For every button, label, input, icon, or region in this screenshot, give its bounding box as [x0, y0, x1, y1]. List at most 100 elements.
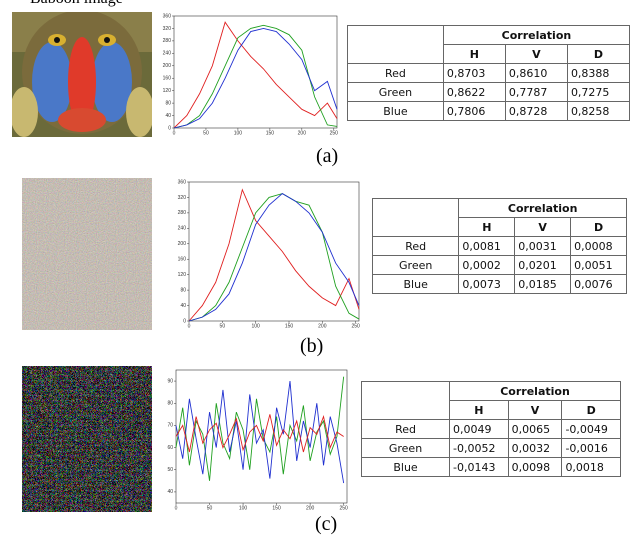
y-tick-label: 80	[180, 287, 186, 293]
table-row: Green 0,0002 0,0201 0,0051	[371, 255, 627, 275]
table-row: Green 0,8622 0,7787 0,7275	[347, 82, 631, 102]
table-cell: 0,0065	[507, 419, 563, 439]
y-tick-label: 70	[167, 423, 173, 429]
table-cell: 0,8610	[504, 63, 568, 83]
table-cell: 0,0081	[458, 236, 516, 256]
correlation-table: Correlation H V D Red 0,8703 0,8610 0,8388 Green…	[347, 25, 631, 121]
y-tick-label: 40	[167, 489, 173, 495]
table-row: Blue -0,0143 0,0098 0,0018	[360, 457, 621, 477]
table-cell: 0,0002	[458, 255, 516, 275]
table-cell: 0,7275	[566, 82, 631, 102]
x-tick-label: 250	[339, 505, 348, 511]
table-cell: 0,0031	[514, 236, 572, 256]
table-cell: 0,8622	[442, 82, 506, 102]
x-tick-label: 100	[251, 323, 260, 329]
row-label: Red	[371, 236, 460, 256]
y-tick-label: 40	[165, 113, 171, 119]
y-tick-label: 50	[167, 467, 173, 473]
table-cell: 0,0008	[570, 236, 627, 256]
x-tick-label: 250	[330, 130, 339, 136]
y-tick-label: 240	[178, 226, 187, 232]
x-tick-label: 50	[220, 323, 226, 329]
x-tick-label: 0	[175, 505, 178, 511]
y-tick-label: 360	[163, 13, 172, 19]
noise-image	[22, 366, 152, 512]
y-tick-label: 200	[178, 241, 187, 247]
table-row: Correlation	[360, 381, 621, 420]
series-line	[188, 193, 360, 322]
y-tick-label: 90	[167, 378, 173, 384]
x-tick-label: 50	[203, 130, 209, 136]
y-tick-label: 360	[178, 179, 187, 185]
x-tick-label: 200	[306, 505, 315, 511]
x-tick-label: 100	[239, 505, 248, 511]
correlation-table: Correlation H V D Red 0,0049 0,0065 -0,0049 Gree…	[360, 381, 621, 477]
y-tick-label: 200	[163, 63, 172, 69]
row-label: Green	[371, 255, 460, 275]
series-line	[188, 193, 360, 322]
row-label: Blue	[347, 101, 444, 121]
table-cell: 0,0073	[458, 274, 516, 294]
table-cell: 0,0201	[514, 255, 572, 275]
y-tick-label: 240	[163, 51, 172, 57]
table-cell: -0,0143	[449, 457, 509, 477]
series-line	[175, 414, 344, 453]
column-header: V	[507, 400, 563, 420]
y-tick-label: 280	[163, 38, 172, 44]
table-row: Blue 0,0073 0,0185 0,0076	[371, 274, 627, 294]
table-cell: 0,0051	[570, 255, 627, 275]
y-tick-label: 80	[165, 100, 171, 106]
table-row: Correlation	[347, 25, 631, 64]
table-header: Correlation	[449, 381, 621, 401]
histogram-chart: 0 50 100 150 200 250 0 40 80 120 160 200 240 280 320 36…	[178, 179, 360, 329]
table-row: Red 0,0049 0,0065 -0,0049	[360, 419, 621, 439]
table-header: Correlation	[458, 198, 627, 218]
row-label: Blue	[371, 274, 460, 294]
y-tick-label: 160	[163, 76, 172, 82]
x-tick-label: 0	[188, 323, 191, 329]
table-cell: -0,0049	[561, 419, 621, 439]
table-cell: 0,8728	[504, 101, 568, 121]
row-label: Red	[347, 63, 444, 83]
correlation-table: Correlation H V D Red 0,0081 0,0031 0,0008 Green…	[371, 198, 627, 294]
y-tick-label: 40	[180, 303, 186, 309]
table-header: Correlation	[442, 25, 631, 45]
y-tick-label: 280	[178, 210, 187, 216]
table-cell: 0,0032	[507, 438, 563, 458]
empty-cell	[347, 25, 444, 64]
histogram-chart: 0 50 100 150 200 250 40 50 60 70 80 90	[167, 369, 348, 511]
y-tick-label: 160	[178, 257, 187, 263]
column-header: H	[449, 400, 509, 420]
x-tick-label: 200	[318, 323, 327, 329]
table-cell: -0,0052	[449, 438, 509, 458]
x-tick-label: 150	[266, 130, 275, 136]
x-tick-label: 250	[351, 323, 360, 329]
plot-frame	[188, 181, 360, 322]
series-line	[173, 24, 338, 129]
series-line	[175, 381, 345, 484]
empty-cell	[371, 198, 460, 237]
column-header: D	[561, 400, 621, 420]
table-cell: 0,8258	[566, 101, 631, 121]
panel-label: (a)	[316, 145, 339, 167]
y-tick-label: 80	[167, 401, 173, 407]
table-cell: 0,8703	[442, 63, 506, 83]
table-cell: 0,0185	[514, 274, 572, 294]
baboon-image	[12, 12, 152, 137]
table-cell: 0,0049	[449, 419, 509, 439]
y-tick-label: 120	[163, 88, 172, 94]
column-header: V	[514, 217, 572, 237]
table-cell: 0,7806	[442, 101, 506, 121]
x-tick-label: 150	[272, 505, 281, 511]
y-tick-label: 120	[178, 272, 187, 278]
series-line	[173, 27, 338, 129]
table-cell: 0,0076	[570, 274, 627, 294]
column-header: D	[566, 44, 631, 64]
x-tick-label: 50	[207, 505, 213, 511]
noise-image	[22, 178, 152, 330]
table-row: Red 0,0081 0,0031 0,0008	[371, 236, 627, 256]
table-cell: 0,0098	[507, 457, 563, 477]
x-tick-label: 200	[298, 130, 307, 136]
table-cell: 0,7787	[504, 82, 568, 102]
